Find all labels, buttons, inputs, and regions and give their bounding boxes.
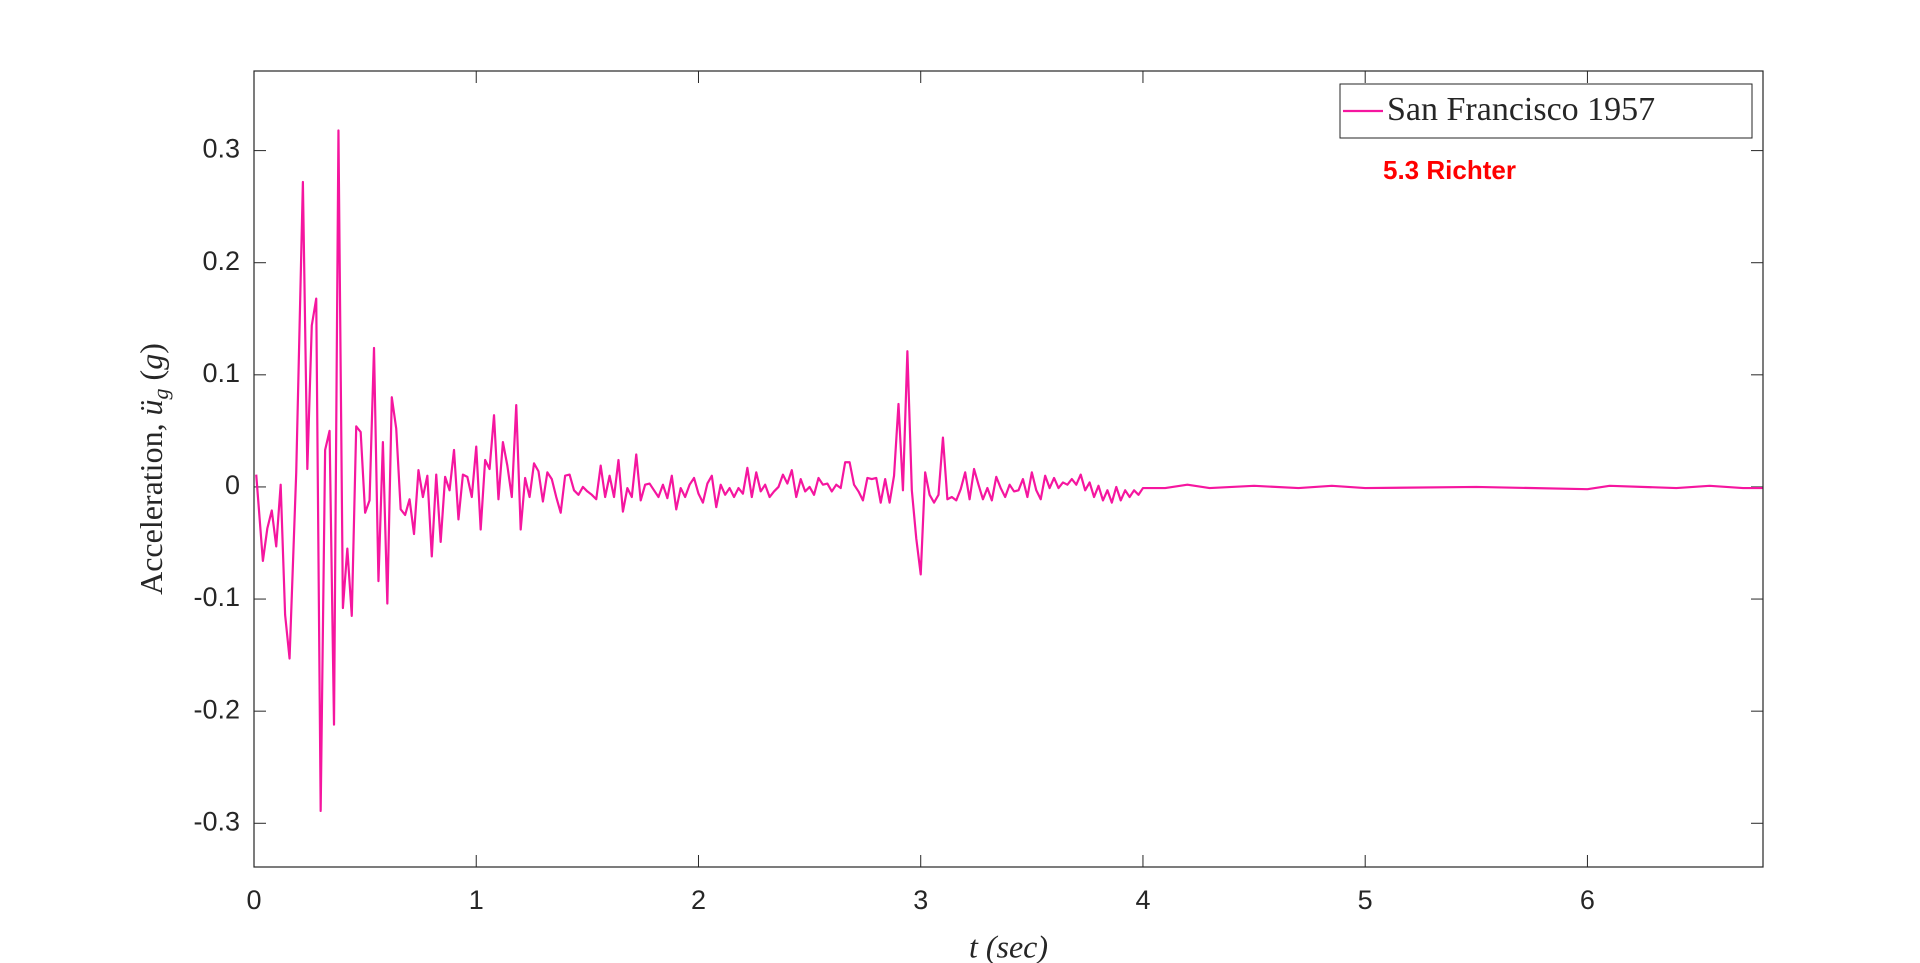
y-tick-label: -0.1: [193, 582, 240, 612]
y-tick-label: 0.2: [202, 246, 240, 276]
x-tick-label: 2: [691, 885, 706, 915]
x-tick-label: 0: [246, 885, 261, 915]
axes-box: [253, 70, 1764, 868]
y-tick-label: 0: [225, 470, 240, 500]
y-tick-label: 0.1: [202, 358, 240, 388]
y-tick-label: -0.2: [193, 694, 240, 724]
y-axis-label-part: g: [148, 388, 173, 399]
x-tick-label: 6: [1580, 885, 1595, 915]
plot-area: [254, 71, 1763, 867]
x-tick-label: 5: [1358, 885, 1373, 915]
y-axis-label-part: Acceleration,: [133, 415, 169, 594]
y-axis-label-part: (: [133, 370, 169, 389]
x-tick-label: 4: [1135, 885, 1150, 915]
y-axis-label: Acceleration, üg (g): [133, 343, 173, 595]
x-tick-label: 1: [469, 885, 484, 915]
legend-label: San Francisco 1957: [1387, 91, 1655, 128]
y-axis-label-part: ): [133, 343, 169, 354]
y-axis-label-part: g: [133, 354, 169, 370]
data-line: [255, 129, 1763, 813]
y-axis-label-part: ü: [133, 399, 169, 415]
x-axis-label: t (sec): [969, 928, 1048, 963]
y-tick-label: 0.3: [202, 134, 240, 164]
x-tick-label: 3: [913, 885, 928, 915]
legend-box: [1339, 83, 1753, 139]
y-tick-label: -0.3: [193, 806, 240, 836]
annotation: 5.3 Richter: [1383, 155, 1516, 185]
